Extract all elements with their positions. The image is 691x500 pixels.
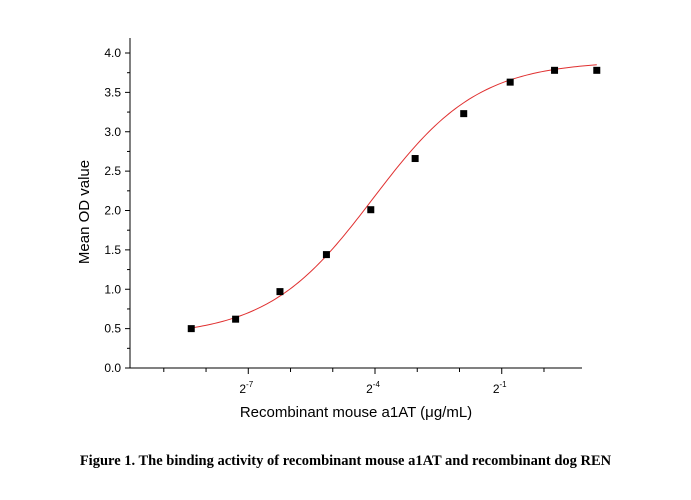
y-axis-title: Mean OD value xyxy=(76,160,93,264)
data-point xyxy=(460,110,468,118)
y-tick-label: 2.0 xyxy=(104,204,121,218)
x-tick-label: 2-7 xyxy=(239,380,253,396)
data-point xyxy=(187,325,195,333)
data-point xyxy=(322,251,330,259)
fit-curve xyxy=(191,64,597,329)
data-points xyxy=(187,66,601,333)
x-tick-label: 2-4 xyxy=(366,380,380,396)
x-axis-title: Recombinant mouse a1AT (μg/mL) xyxy=(240,404,472,421)
data-point xyxy=(232,315,240,323)
y-tick-label: 4.0 xyxy=(104,46,121,60)
y-tick-label: 1.0 xyxy=(104,282,121,296)
data-point xyxy=(367,206,375,214)
figure-caption: Figure 1. The binding activity of recomb… xyxy=(79,453,612,469)
y-tick-label: 0.5 xyxy=(104,322,121,336)
y-tick-label: 2.5 xyxy=(104,164,121,178)
y-tick-label: 3.0 xyxy=(104,125,121,139)
data-point xyxy=(593,66,601,74)
axes xyxy=(129,38,582,369)
x-ticks: 2-7 2-4 2-1 xyxy=(163,368,545,396)
x-tick-label: 2-1 xyxy=(493,380,507,396)
data-point xyxy=(551,66,559,74)
y-tick-label: 3.5 xyxy=(104,85,121,99)
data-point xyxy=(506,78,514,86)
y-ticks: 0.0 0.5 1.0 1.5 2.0 2.5 3.0 3.5 4.0 xyxy=(104,46,130,375)
data-point xyxy=(411,155,419,163)
data-point xyxy=(276,288,284,296)
y-tick-label: 0.0 xyxy=(104,361,121,375)
y-tick-label: 1.5 xyxy=(104,243,121,257)
